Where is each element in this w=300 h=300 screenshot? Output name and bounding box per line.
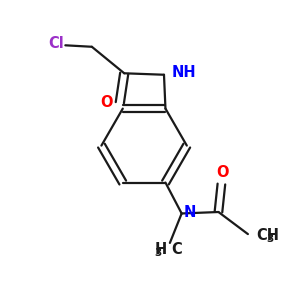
Text: O: O bbox=[217, 165, 229, 180]
Text: C: C bbox=[171, 242, 182, 257]
Text: NH: NH bbox=[171, 65, 196, 80]
Text: Cl: Cl bbox=[48, 36, 64, 51]
Text: N: N bbox=[183, 205, 196, 220]
Text: 3: 3 bbox=[155, 248, 162, 258]
Text: H: H bbox=[155, 242, 167, 257]
Text: 3: 3 bbox=[266, 234, 274, 244]
Text: CH: CH bbox=[257, 228, 280, 243]
Text: O: O bbox=[100, 95, 112, 110]
